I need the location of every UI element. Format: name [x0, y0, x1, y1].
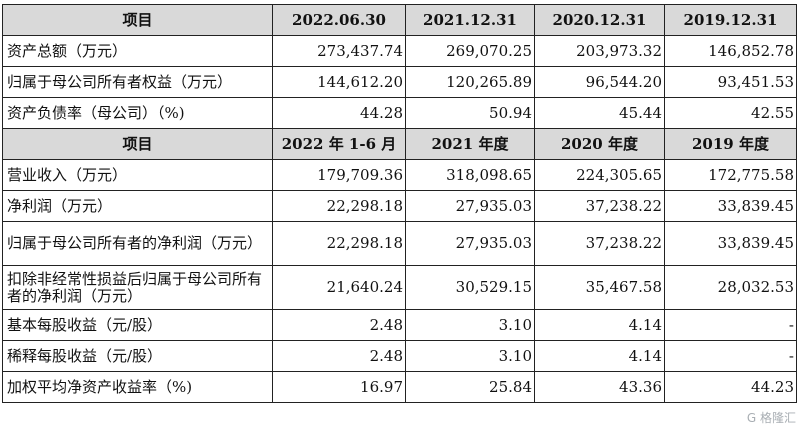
value-cell: 96,544.20: [534, 66, 665, 98]
value-cell: 28,032.53: [664, 265, 797, 310]
table-row: 净利润（万元） 22,298.18 27,935.03 37,238.22 33…: [2, 190, 797, 222]
value-cell: 37,238.22: [534, 221, 665, 266]
row-label: 归属于母公司所有者的净利润（万元）: [2, 221, 273, 266]
value-cell: 35,467.58: [534, 265, 665, 310]
row-label: 资产负债率（母公司）（%): [2, 97, 273, 129]
value-cell: 3.10: [405, 309, 535, 341]
row-label: 净利润（万元）: [2, 190, 273, 222]
value-cell: 43.36: [534, 371, 665, 403]
table-row: 基本每股收益（元/股） 2.48 3.10 4.14 -: [2, 309, 797, 341]
header-cell: 2019.12.31: [664, 4, 797, 36]
financial-table-container: 项目 2022.06.30 2021.12.31 2020.12.31 2019…: [2, 4, 797, 403]
value-cell: 25.84: [405, 371, 535, 403]
value-cell: 37,238.22: [534, 190, 665, 222]
value-cell: 93,451.53: [664, 66, 797, 98]
table-row: 归属于母公司所有者权益（万元） 144,612.20 120,265.89 96…: [2, 66, 797, 98]
header-cell: 2022.06.30: [272, 4, 406, 36]
table-row: 归属于母公司所有者的净利润（万元） 22,298.18 27,935.03 37…: [2, 221, 797, 266]
value-cell: 30,529.15: [405, 265, 535, 310]
value-cell: 2.48: [272, 309, 406, 341]
value-cell: 45.44: [534, 97, 665, 129]
value-cell: 172,775.58: [664, 159, 797, 191]
header-row-income: 项目 2022 年 1-6 月 2021 年度 2020 年度 2019 年度: [2, 128, 797, 160]
value-cell: 4.14: [534, 340, 665, 372]
table-row: 资产总额（万元） 273,437.74 269,070.25 203,973.3…: [2, 35, 797, 67]
header-cell: 2021.12.31: [405, 4, 535, 36]
value-cell: 33,839.45: [664, 190, 797, 222]
value-cell: 50.94: [405, 97, 535, 129]
value-cell: 22,298.18: [272, 190, 406, 222]
value-cell: 224,305.65: [534, 159, 665, 191]
row-label: 加权平均净资产收益率（%): [2, 371, 273, 403]
row-label: 资产总额（万元）: [2, 35, 273, 67]
financial-data-table: 项目 2022.06.30 2021.12.31 2020.12.31 2019…: [2, 4, 797, 403]
value-cell: 44.23: [664, 371, 797, 403]
header-cell: 2022 年 1-6 月: [272, 128, 406, 160]
row-label: 稀释每股收益（元/股）: [2, 340, 273, 372]
value-cell: 33,839.45: [664, 221, 797, 266]
value-cell: 2.48: [272, 340, 406, 372]
row-label: 基本每股收益（元/股）: [2, 309, 273, 341]
value-cell: 22,298.18: [272, 221, 406, 266]
value-cell: 4.14: [534, 309, 665, 341]
value-cell: 27,935.03: [405, 190, 535, 222]
header-cell: 2019 年度: [664, 128, 797, 160]
value-cell: 42.55: [664, 97, 797, 129]
table-row: 加权平均净资产收益率（%) 16.97 25.84 43.36 44.23: [2, 371, 797, 403]
header-cell: 2020 年度: [534, 128, 665, 160]
value-cell: 273,437.74: [272, 35, 406, 67]
row-label: 营业收入（万元）: [2, 159, 273, 191]
value-cell: 203,973.32: [534, 35, 665, 67]
table-row: 稀释每股收益（元/股） 2.48 3.10 4.14 -: [2, 340, 797, 372]
header-row-balance: 项目 2022.06.30 2021.12.31 2020.12.31 2019…: [2, 4, 797, 36]
value-cell: 144,612.20: [272, 66, 406, 98]
row-label: 扣除非经常性损益后归属于母公司所有者的净利润（万元）: [2, 265, 273, 310]
row-label: 归属于母公司所有者权益（万元）: [2, 66, 273, 98]
value-cell: -: [664, 340, 797, 372]
value-cell: 16.97: [272, 371, 406, 403]
header-cell: 项目: [2, 4, 273, 36]
value-cell: 269,070.25: [405, 35, 535, 67]
header-cell: 2020.12.31: [534, 4, 665, 36]
table-row: 资产负债率（母公司）（%) 44.28 50.94 45.44 42.55: [2, 97, 797, 129]
value-cell: 3.10: [405, 340, 535, 372]
value-cell: 21,640.24: [272, 265, 406, 310]
header-cell: 项目: [2, 128, 273, 160]
value-cell: 27,935.03: [405, 221, 535, 266]
table-row: 扣除非经常性损益后归属于母公司所有者的净利润（万元） 21,640.24 30,…: [2, 265, 797, 310]
value-cell: -: [664, 309, 797, 341]
value-cell: 179,709.36: [272, 159, 406, 191]
header-cell: 2021 年度: [405, 128, 535, 160]
value-cell: 120,265.89: [405, 66, 535, 98]
watermark-logo: G 格隆汇: [746, 411, 796, 425]
table-row: 营业收入（万元） 179,709.36 318,098.65 224,305.6…: [2, 159, 797, 191]
value-cell: 318,098.65: [405, 159, 535, 191]
value-cell: 146,852.78: [664, 35, 797, 67]
value-cell: 44.28: [272, 97, 406, 129]
